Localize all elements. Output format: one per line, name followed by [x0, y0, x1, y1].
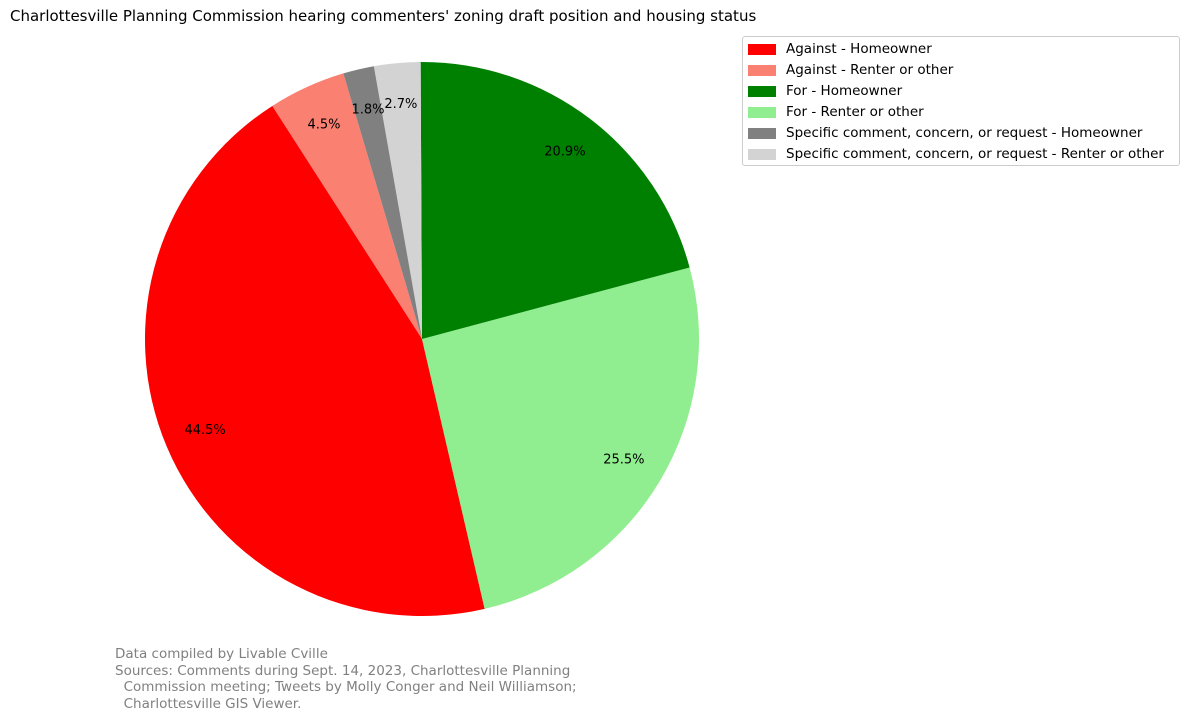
legend-swatch [748, 106, 776, 118]
legend-label: Against - Homeowner [786, 41, 932, 57]
pie-slice-specific-comment-concern-or-request-renter-or-other [373, 62, 422, 339]
legend-label: Specific comment, concern, or request - … [786, 146, 1164, 162]
legend-label: For - Homeowner [786, 83, 903, 99]
pie-slice-label-against-homeowner: 44.5% [184, 423, 225, 438]
pie-chart: 4.5% 44.5% 25.5% 20.9% 2.7%1.8% [144, 61, 700, 617]
pie-slice-specific-comment-concern-or-request-homeowner [343, 66, 422, 339]
pie-slice-label-for-renter-or-other: 25.5% [603, 453, 644, 468]
pie-slice-labels: 4.5% 44.5% 25.5% 20.9% 2.7%1.8% [184, 97, 644, 468]
legend-item-against-homeowner: Against - Homeowner [748, 39, 932, 59]
legend-item-against-renter: Against - Renter or other [748, 60, 953, 80]
footnote-line: Data compiled by Livable Cville [115, 646, 328, 662]
pie-slice-for-homeowner [420, 61, 690, 339]
legend: Against - Homeowner Against - Renter or … [742, 36, 1180, 166]
legend-swatch [748, 148, 776, 160]
pie-slice-against-homeowner [144, 105, 485, 617]
pie-slice-for-renter-or-other [422, 267, 700, 609]
pie-slice-label-for-homeowner: 20.9% [544, 144, 585, 159]
legend-label: Against - Renter or other [786, 62, 954, 78]
pie-slices [144, 61, 700, 617]
footnote-line: Charlottesville GIS Viewer. [115, 695, 302, 712]
legend-swatch [748, 127, 776, 139]
footnote-line: Sources: Comments during Sept. 14, 2023,… [115, 662, 571, 679]
legend-label: Specific comment, concern, or request - … [786, 125, 1143, 141]
legend-item-for-homeowner: For - Homeowner [748, 81, 902, 101]
legend-swatch [748, 43, 776, 55]
legend-item-for-renter: For - Renter or other [748, 102, 924, 122]
legend-item-specific-homeowner: Specific comment, concern, or request - … [748, 123, 1142, 143]
pie-slice-label-specific-comment-concern-or-request-renter-or-other: 2.7% [384, 97, 417, 112]
legend-label: For - Renter or other [786, 104, 924, 120]
pie-slice-label-against-renter-or-other: 4.5% [307, 117, 340, 132]
legend-swatch [748, 64, 776, 76]
footnote: Data compiled by Livable Cville Sources:… [115, 646, 577, 712]
chart-title: Charlottesville Planning Commission hear… [10, 7, 757, 25]
legend-item-specific-renter: Specific comment, concern, or request - … [748, 144, 1164, 164]
pie-slice-label-specific-comment-concern-or-request-homeowner: 1.8% [351, 102, 384, 117]
pie-slice-against-renter-or-other [272, 73, 422, 339]
footnote-line: Commission meeting; Tweets by Molly Cong… [115, 679, 577, 695]
legend-swatch [748, 85, 776, 97]
